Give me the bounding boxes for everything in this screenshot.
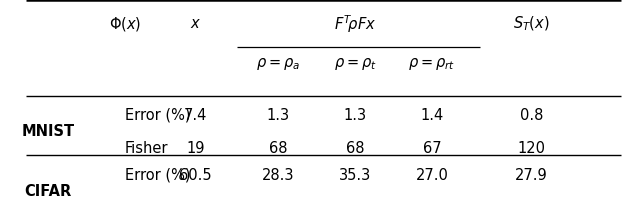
Text: 35.3: 35.3 [339, 168, 371, 183]
Text: MNIST: MNIST [21, 124, 75, 139]
Text: 28.3: 28.3 [262, 168, 294, 183]
Text: 1.3: 1.3 [344, 108, 367, 123]
Text: $\rho = \rho_{rt}$: $\rho = \rho_{rt}$ [408, 56, 456, 72]
Text: $\rho = \rho_a$: $\rho = \rho_a$ [257, 56, 300, 72]
Text: $\Phi(x)$: $\Phi(x)$ [109, 15, 141, 33]
Text: 68: 68 [269, 141, 287, 156]
Text: $\rho = \rho_t$: $\rho = \rho_t$ [334, 56, 376, 72]
Text: Error (%): Error (%) [125, 108, 190, 123]
Text: 120: 120 [517, 141, 545, 156]
Text: CIFAR: CIFAR [24, 183, 72, 199]
Text: $S_T(x)$: $S_T(x)$ [513, 15, 550, 33]
Text: 68: 68 [346, 141, 364, 156]
Text: 1.4: 1.4 [420, 108, 444, 123]
Text: Fisher: Fisher [125, 141, 168, 156]
Text: Error (%): Error (%) [125, 168, 190, 183]
Text: 27.9: 27.9 [515, 168, 548, 183]
Text: 0.8: 0.8 [520, 108, 543, 123]
Text: $F^T\!\rho Fx$: $F^T\!\rho Fx$ [334, 13, 376, 35]
Text: 1.3: 1.3 [267, 108, 290, 123]
Text: 67: 67 [422, 141, 442, 156]
Text: 7.4: 7.4 [184, 108, 207, 123]
Text: 19: 19 [186, 141, 204, 156]
Text: 60.5: 60.5 [179, 168, 211, 183]
Text: $x$: $x$ [189, 16, 201, 31]
Text: 27.0: 27.0 [415, 168, 449, 183]
